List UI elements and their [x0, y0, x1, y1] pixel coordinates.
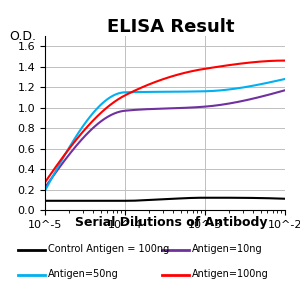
Control Antigen = 100ng [283, 197, 287, 200]
Antigen=50ng [81, 125, 85, 128]
Antigen=50ng [283, 77, 287, 81]
Control Antigen = 100ng [204, 196, 207, 200]
Antigen=100ng [282, 59, 286, 62]
Antigen=100ng [81, 130, 85, 134]
Antigen=10ng [81, 136, 85, 140]
Text: ELISA Result: ELISA Result [107, 18, 235, 36]
Antigen=10ng [136, 108, 140, 112]
Antigen=50ng [140, 90, 144, 94]
Text: Antigen=50ng: Antigen=50ng [48, 269, 119, 279]
Line: Antigen=10ng: Antigen=10ng [45, 90, 285, 188]
Antigen=50ng [136, 90, 140, 94]
Line: Control Antigen = 100ng: Control Antigen = 100ng [45, 198, 285, 201]
Text: Serial Dilutions of Antibody: Serial Dilutions of Antibody [75, 216, 267, 229]
Antigen=50ng [141, 90, 145, 94]
Text: Antigen=10ng: Antigen=10ng [192, 244, 262, 254]
Text: Control Antigen = 100ng: Control Antigen = 100ng [48, 244, 169, 254]
Control Antigen = 100ng [43, 199, 47, 202]
Antigen=100ng [136, 87, 140, 91]
Antigen=10ng [141, 108, 145, 111]
Control Antigen = 100ng [282, 197, 286, 200]
Antigen=50ng [282, 77, 286, 81]
Line: Antigen=100ng: Antigen=100ng [45, 61, 285, 182]
Antigen=100ng [141, 85, 145, 89]
Antigen=50ng [66, 148, 69, 152]
Control Antigen = 100ng [79, 199, 83, 202]
Control Antigen = 100ng [123, 199, 126, 202]
Control Antigen = 100ng [64, 199, 68, 202]
Control Antigen = 100ng [136, 199, 139, 202]
Control Antigen = 100ng [140, 199, 144, 202]
Control Antigen = 100ng [140, 199, 143, 202]
Antigen=10ng [283, 88, 287, 92]
Text: Antigen=100ng: Antigen=100ng [192, 269, 269, 279]
Antigen=100ng [43, 181, 47, 184]
Antigen=100ng [66, 149, 69, 153]
Antigen=100ng [140, 85, 144, 89]
Antigen=100ng [283, 59, 287, 62]
Antigen=10ng [66, 155, 69, 158]
Line: Antigen=50ng: Antigen=50ng [45, 79, 285, 190]
Antigen=10ng [282, 89, 286, 92]
Text: O.D.: O.D. [9, 30, 36, 43]
Antigen=50ng [43, 189, 47, 192]
Antigen=10ng [43, 186, 47, 189]
Antigen=10ng [140, 108, 144, 111]
